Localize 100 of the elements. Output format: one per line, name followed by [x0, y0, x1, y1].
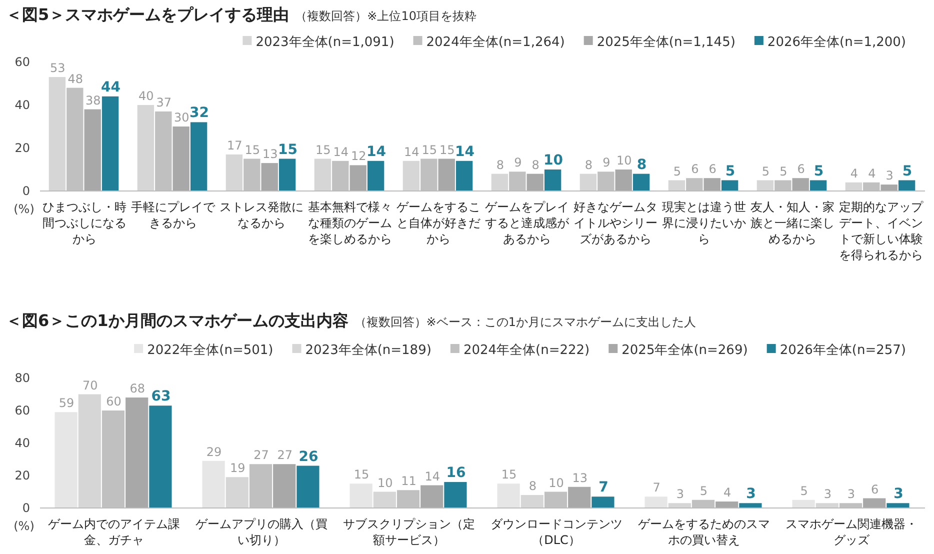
legend-label: 2024年全体(n=1,264) — [426, 35, 565, 50]
bar — [172, 126, 190, 191]
y-tick-label: 60 — [14, 404, 30, 418]
bar — [863, 498, 886, 508]
legend-label: 2023年全体(n=1,091) — [256, 35, 394, 50]
data-label: 3 — [847, 487, 856, 502]
data-label: 15 — [244, 142, 260, 157]
data-label: 8 — [584, 158, 593, 172]
bar — [756, 180, 774, 191]
bar — [792, 500, 815, 508]
chart-subtitle: （複数回答）※ベース：この1か月にスマホゲームに支出した人 — [354, 315, 696, 329]
chart-title: ＜図5＞スマホゲームをプレイする理由 — [6, 5, 290, 24]
bar — [84, 109, 101, 191]
bar — [456, 160, 473, 191]
y-axis-title: (%) — [14, 202, 34, 216]
legend-label: 2026年全体(n=1,200) — [767, 35, 906, 50]
data-label: 15 — [278, 142, 298, 158]
bar — [520, 495, 544, 508]
data-label: 5 — [902, 163, 912, 180]
y-axis-title: (%) — [14, 519, 34, 533]
chart-title: ＜図6＞この1か月間のスマホゲームの支出内容 — [6, 311, 348, 330]
bar — [202, 460, 225, 508]
bar — [261, 163, 278, 191]
bar — [444, 482, 467, 508]
bar — [420, 485, 444, 508]
x-tick-label: ひまつぶし・時間つぶしになるから — [42, 200, 126, 246]
y-tick-label: 40 — [14, 98, 30, 112]
bar — [438, 158, 455, 191]
x-tick-label: ゲームをすること自体が好きだから — [396, 200, 480, 246]
data-label: 17 — [227, 138, 242, 152]
bar — [880, 184, 898, 191]
data-label: 4 — [868, 166, 876, 180]
bar — [278, 158, 296, 191]
x-tick-label: ゲーム内でのアイテム課金、ガチャ — [48, 517, 180, 547]
x-tick-label: ゲームをするためのスマホの買い替え — [638, 517, 770, 547]
data-label: 11 — [401, 474, 416, 488]
data-label: 70 — [82, 378, 98, 392]
data-label: 13 — [262, 147, 278, 162]
data-label: 26 — [298, 448, 318, 465]
data-label: 59 — [58, 396, 74, 410]
legend-label: 2022年全体(n=501) — [147, 343, 274, 358]
data-label: 8 — [528, 479, 536, 493]
bar — [721, 180, 738, 191]
bar — [816, 503, 838, 508]
y-tick-label: 0 — [22, 184, 30, 198]
data-label: 4 — [724, 486, 732, 500]
bar — [668, 503, 691, 508]
chart-subtitle: （複数回答）※上位10項目を抜粋 — [295, 9, 476, 23]
x-tick-label: ストレス発散になるから — [219, 200, 304, 230]
x-tick-label: 手軽にプレイできるから — [130, 200, 216, 230]
data-label: 8 — [496, 158, 504, 172]
data-label: 37 — [156, 95, 172, 110]
bar — [149, 406, 172, 508]
data-label: 38 — [85, 93, 101, 108]
data-label: 15 — [316, 142, 331, 157]
bar — [350, 484, 372, 508]
data-label: 3 — [746, 486, 756, 502]
data-label: 5 — [762, 164, 770, 178]
y-tick-label: 40 — [14, 436, 30, 450]
data-label: 9 — [602, 156, 610, 170]
data-label: 68 — [130, 382, 145, 396]
bar — [544, 170, 562, 191]
bar — [78, 394, 101, 508]
data-label: 15 — [354, 468, 370, 482]
data-label: 13 — [572, 470, 588, 485]
data-label: 14 — [333, 144, 349, 159]
data-label: 14 — [404, 144, 420, 159]
data-label: 3 — [824, 487, 832, 502]
bar — [226, 154, 243, 191]
bar — [704, 178, 720, 191]
x-tick-label: スマホゲーム関連機器・グッズ — [785, 517, 918, 547]
data-label: 5 — [700, 484, 708, 498]
data-label: 44 — [101, 79, 121, 96]
bar — [190, 122, 208, 191]
y-tick-label: 20 — [14, 468, 30, 482]
x-tick-label: ゲームアプリの購入（買い切り） — [195, 517, 328, 547]
data-label: 15 — [422, 142, 438, 157]
data-label: 5 — [725, 163, 736, 180]
data-label: 6 — [797, 162, 805, 176]
data-label: 3 — [676, 487, 684, 502]
data-label: 48 — [68, 72, 84, 86]
data-label: 14 — [455, 144, 475, 160]
data-label: 9 — [514, 156, 522, 170]
bar — [716, 502, 738, 508]
bar — [54, 412, 78, 508]
data-label: 4 — [850, 166, 858, 180]
bar — [810, 180, 827, 191]
data-label: 16 — [446, 465, 466, 481]
bar — [137, 105, 154, 191]
data-label: 15 — [501, 468, 517, 482]
bar — [314, 158, 332, 191]
bar — [615, 170, 632, 191]
data-label: 19 — [230, 461, 246, 476]
data-label: 7 — [598, 480, 608, 496]
data-label: 10 — [544, 152, 564, 168]
data-label: 40 — [138, 89, 154, 103]
data-label: 5 — [673, 164, 682, 178]
data-label: 29 — [206, 444, 222, 459]
bar — [48, 77, 66, 191]
bar — [739, 503, 762, 508]
